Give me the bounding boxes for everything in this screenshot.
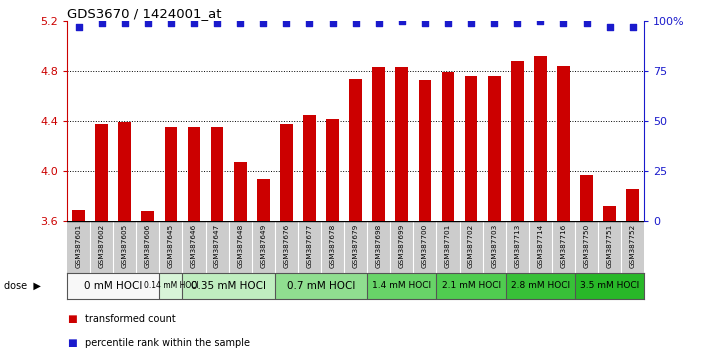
- Point: [142, 21, 154, 26]
- Text: GSM387703: GSM387703: [491, 223, 497, 268]
- Bar: [234, 162, 247, 221]
- Text: GSM387750: GSM387750: [584, 223, 590, 268]
- Bar: [95, 124, 108, 221]
- Bar: [506, 273, 575, 299]
- Bar: [511, 61, 523, 221]
- Text: 1.4 mM HOCl: 1.4 mM HOCl: [372, 281, 432, 290]
- Point: [419, 21, 431, 26]
- Bar: [72, 210, 85, 221]
- Bar: [580, 175, 593, 221]
- Text: GSM387698: GSM387698: [376, 223, 381, 268]
- Point: [512, 21, 523, 26]
- Point: [234, 21, 246, 26]
- Text: percentile rank within the sample: percentile rank within the sample: [85, 338, 250, 348]
- Text: 0.35 mM HOCl: 0.35 mM HOCl: [191, 281, 266, 291]
- Point: [258, 21, 269, 26]
- Point: [627, 24, 638, 30]
- Point: [280, 21, 292, 26]
- Text: GSM387701: GSM387701: [445, 223, 451, 268]
- Point: [211, 21, 223, 26]
- Point: [442, 21, 454, 26]
- Bar: [575, 273, 644, 299]
- Bar: [67, 273, 159, 299]
- Bar: [604, 206, 616, 221]
- Text: GSM387676: GSM387676: [283, 223, 289, 268]
- Bar: [188, 127, 200, 221]
- Text: GSM387678: GSM387678: [330, 223, 336, 268]
- Bar: [534, 56, 547, 221]
- Text: GSM387679: GSM387679: [352, 223, 359, 268]
- Point: [350, 21, 362, 26]
- Bar: [419, 80, 431, 221]
- Text: GSM387700: GSM387700: [422, 223, 428, 268]
- Bar: [159, 273, 183, 299]
- Bar: [349, 79, 362, 221]
- Text: 3.5 mM HOCl: 3.5 mM HOCl: [580, 281, 639, 290]
- Point: [396, 18, 408, 24]
- Point: [581, 21, 593, 26]
- Bar: [165, 127, 177, 221]
- Text: GSM387649: GSM387649: [260, 223, 266, 268]
- Point: [96, 21, 108, 26]
- Bar: [442, 73, 454, 221]
- Point: [488, 21, 500, 26]
- Point: [188, 21, 199, 26]
- Point: [465, 21, 477, 26]
- Text: GSM387648: GSM387648: [237, 223, 243, 268]
- Point: [165, 21, 177, 26]
- Point: [604, 24, 615, 30]
- Text: transformed count: transformed count: [85, 314, 176, 324]
- Text: GSM387714: GSM387714: [537, 223, 543, 268]
- Bar: [274, 273, 367, 299]
- Bar: [557, 66, 570, 221]
- Point: [73, 24, 84, 30]
- Text: ■: ■: [67, 338, 76, 348]
- Bar: [367, 273, 437, 299]
- Bar: [464, 76, 478, 221]
- Text: GSM387716: GSM387716: [561, 223, 566, 268]
- Bar: [626, 189, 639, 221]
- Text: GSM387751: GSM387751: [606, 223, 613, 268]
- Text: GSM387677: GSM387677: [306, 223, 312, 268]
- Bar: [141, 211, 154, 221]
- Text: 0 mM HOCl: 0 mM HOCl: [84, 281, 143, 291]
- Bar: [488, 76, 501, 221]
- Text: GSM387752: GSM387752: [630, 223, 636, 268]
- Text: GSM387606: GSM387606: [145, 223, 151, 268]
- Text: GSM387602: GSM387602: [98, 223, 105, 268]
- Bar: [119, 122, 131, 221]
- Bar: [437, 273, 506, 299]
- Point: [119, 21, 130, 26]
- Bar: [326, 119, 339, 221]
- Bar: [210, 127, 223, 221]
- Text: 0.7 mM HOCl: 0.7 mM HOCl: [287, 281, 355, 291]
- Bar: [183, 273, 274, 299]
- Text: GSM387702: GSM387702: [468, 223, 474, 268]
- Bar: [257, 179, 269, 221]
- Text: 2.8 mM HOCl: 2.8 mM HOCl: [511, 281, 570, 290]
- Text: ■: ■: [67, 314, 76, 324]
- Text: GSM387713: GSM387713: [514, 223, 521, 268]
- Text: GSM387601: GSM387601: [76, 223, 82, 268]
- Text: GSM387605: GSM387605: [122, 223, 127, 268]
- Bar: [372, 68, 385, 221]
- Bar: [303, 115, 316, 221]
- Text: GSM387647: GSM387647: [214, 223, 220, 268]
- Text: 2.1 mM HOCl: 2.1 mM HOCl: [441, 281, 501, 290]
- Point: [304, 21, 315, 26]
- Text: GSM387646: GSM387646: [191, 223, 197, 268]
- Point: [534, 18, 546, 24]
- Text: GSM387645: GSM387645: [168, 223, 174, 268]
- Text: GSM387699: GSM387699: [399, 223, 405, 268]
- Text: 0.14 mM HOCl: 0.14 mM HOCl: [143, 281, 198, 290]
- Text: dose  ▶: dose ▶: [4, 281, 41, 291]
- Bar: [280, 124, 293, 221]
- Bar: [395, 68, 408, 221]
- Point: [327, 21, 339, 26]
- Text: GDS3670 / 1424001_at: GDS3670 / 1424001_at: [67, 7, 221, 20]
- Point: [558, 21, 569, 26]
- Point: [373, 21, 384, 26]
